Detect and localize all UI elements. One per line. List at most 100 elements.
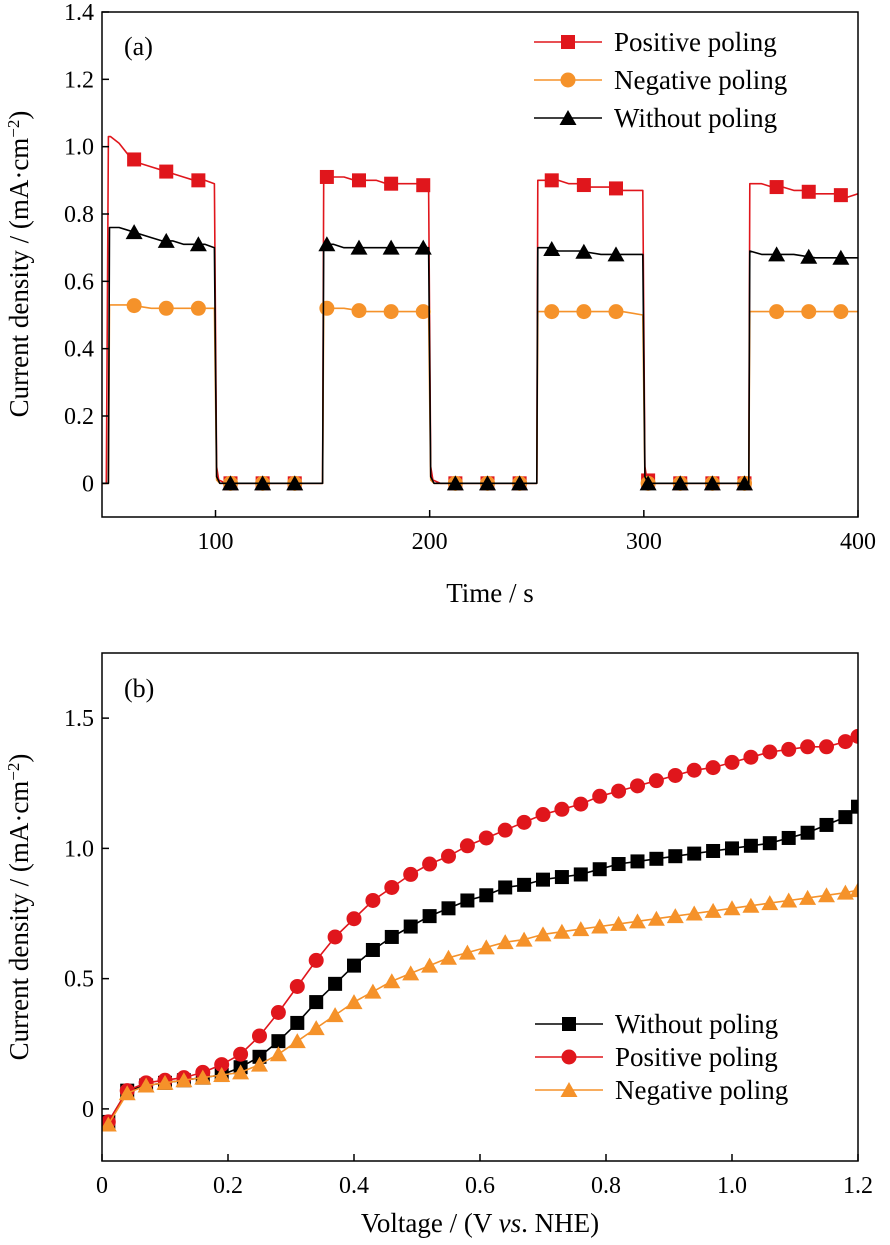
- b-series-2-marker: [723, 900, 741, 916]
- a-series-1-marker: [415, 304, 431, 320]
- b-series-2-marker: [175, 1072, 193, 1088]
- a-y-tick-label: 1.2: [64, 67, 94, 93]
- chart-b-y-axis-title-exponent: −2: [4, 763, 23, 781]
- b-series-2-marker: [137, 1077, 155, 1093]
- a-series-1-marker: [158, 300, 174, 316]
- a-y-tick-label: 0.8: [64, 202, 94, 228]
- a-series-2-marker: [832, 249, 850, 265]
- b-series-1-marker: [800, 739, 816, 755]
- b-series-0-marker: [800, 825, 815, 840]
- b-series-2-marker: [496, 934, 514, 950]
- chart-b-series-layer: [102, 728, 858, 1132]
- a-series-1-marker: [801, 304, 817, 320]
- chart-b-x-axis-title: Voltage / (V vs. NHE): [361, 1208, 599, 1238]
- b-series-0-marker: [573, 867, 588, 882]
- b-series-2-marker: [685, 905, 703, 921]
- a-series-1-marker: [319, 300, 335, 316]
- a-series-0-marker: [608, 181, 623, 196]
- b-series-1-marker: [403, 866, 419, 882]
- b-series-1-marker: [592, 788, 608, 804]
- b-series-1-marker: [233, 1046, 249, 1062]
- b-series-0-marker: [706, 843, 721, 858]
- b-legend-marker-2: [560, 1082, 578, 1097]
- a-legend-entry-0: Positive poling: [534, 27, 777, 57]
- a-series-2-marker: [575, 243, 593, 259]
- a-series-1-marker: [544, 304, 560, 320]
- b-x-tick-label: 0.2: [213, 1173, 243, 1199]
- a-series-1-marker: [833, 304, 849, 320]
- b-series-0-marker: [743, 838, 758, 853]
- b-series-2-marker: [647, 910, 665, 926]
- b-series-2-marker: [251, 1056, 268, 1072]
- b-series-1-marker: [837, 734, 853, 750]
- a-series-2-marker: [125, 224, 143, 240]
- b-series-2-marker: [440, 949, 457, 965]
- b-series-1-marker: [478, 830, 494, 846]
- b-series-1-marker: [252, 1028, 267, 1044]
- a-series-2-marker: [478, 475, 496, 491]
- a-series-0-marker: [159, 164, 174, 179]
- a-series-0-marker: [351, 173, 366, 188]
- chart-b-x-axis-title-part2: . NHE): [521, 1208, 599, 1238]
- b-series-2-marker: [102, 1116, 117, 1132]
- a-x-tick-label: 300: [626, 529, 662, 555]
- b-series-2-marker: [458, 944, 476, 960]
- b-y-tick-label: 0.5: [64, 967, 94, 993]
- a-series-markers-1: [126, 298, 849, 491]
- a-series-1-marker: [769, 304, 785, 320]
- b-legend-marker-1: [561, 1049, 577, 1065]
- a-x-tick-label: 400: [840, 529, 876, 555]
- b-series-2-marker: [553, 923, 571, 939]
- a-series-2-marker: [671, 475, 689, 491]
- a-series-2-marker: [607, 246, 625, 262]
- b-series-2-marker: [591, 918, 609, 934]
- a-series-2-marker: [254, 475, 272, 491]
- b-series-0-marker: [498, 880, 513, 895]
- b-series-0-marker: [290, 1015, 305, 1030]
- b-series-0-marker: [517, 877, 532, 892]
- b-legend-entry-1: Positive poling: [535, 1042, 778, 1072]
- b-series-2-marker: [836, 884, 854, 900]
- b-series-0-marker: [309, 995, 324, 1010]
- b-series-1-marker: [724, 754, 740, 770]
- a-series-markers-0: [127, 152, 848, 491]
- b-series-0-marker: [819, 817, 834, 832]
- b-series-2-marker: [515, 931, 533, 947]
- a-series-0-marker: [191, 173, 206, 188]
- b-series-2-marker: [761, 895, 779, 911]
- a-legend-label-0: Positive poling: [614, 27, 777, 57]
- a-series-2-marker: [286, 475, 304, 491]
- a-y-tick-label: 1.0: [64, 135, 94, 161]
- b-series-2-marker: [213, 1067, 231, 1083]
- b-series-0-marker: [554, 870, 569, 885]
- a-legend-marker-1: [560, 72, 576, 88]
- a-x-tick-label: 200: [412, 529, 448, 555]
- b-series-markers-2: [102, 882, 858, 1132]
- a-series-0-marker: [384, 176, 399, 191]
- a-series-1-marker: [190, 300, 206, 316]
- b-series-2-marker: [326, 1007, 344, 1023]
- a-series-2-marker: [189, 236, 207, 252]
- b-x-tick-label: 1.0: [717, 1173, 747, 1199]
- b-series-2-marker: [345, 994, 363, 1010]
- b-series-0-marker: [592, 862, 607, 877]
- b-series-0-marker: [781, 830, 796, 845]
- a-series-2-marker: [157, 232, 175, 248]
- b-series-0-marker: [479, 888, 494, 903]
- chart-a-plot-frame: [101, 11, 859, 518]
- a-legend-label-1: Negative poling: [614, 65, 787, 95]
- b-series-0-marker: [441, 901, 456, 916]
- a-series-0-marker: [319, 169, 334, 184]
- a-series-2-marker: [446, 475, 464, 491]
- b-series-0-marker: [611, 857, 626, 872]
- a-y-tick-label: 0.2: [64, 404, 94, 430]
- chart-a-x-axis-title: Time / s: [446, 578, 534, 608]
- a-series-markers-2: [125, 224, 850, 491]
- a-series-2-marker: [768, 246, 786, 262]
- b-series-0-marker: [271, 1034, 286, 1049]
- a-series-1-marker: [126, 298, 142, 314]
- b-series-2-marker: [421, 957, 439, 973]
- b-series-1-marker: [762, 744, 778, 760]
- a-series-0-marker: [833, 188, 848, 203]
- a-series-0-marker: [576, 178, 591, 193]
